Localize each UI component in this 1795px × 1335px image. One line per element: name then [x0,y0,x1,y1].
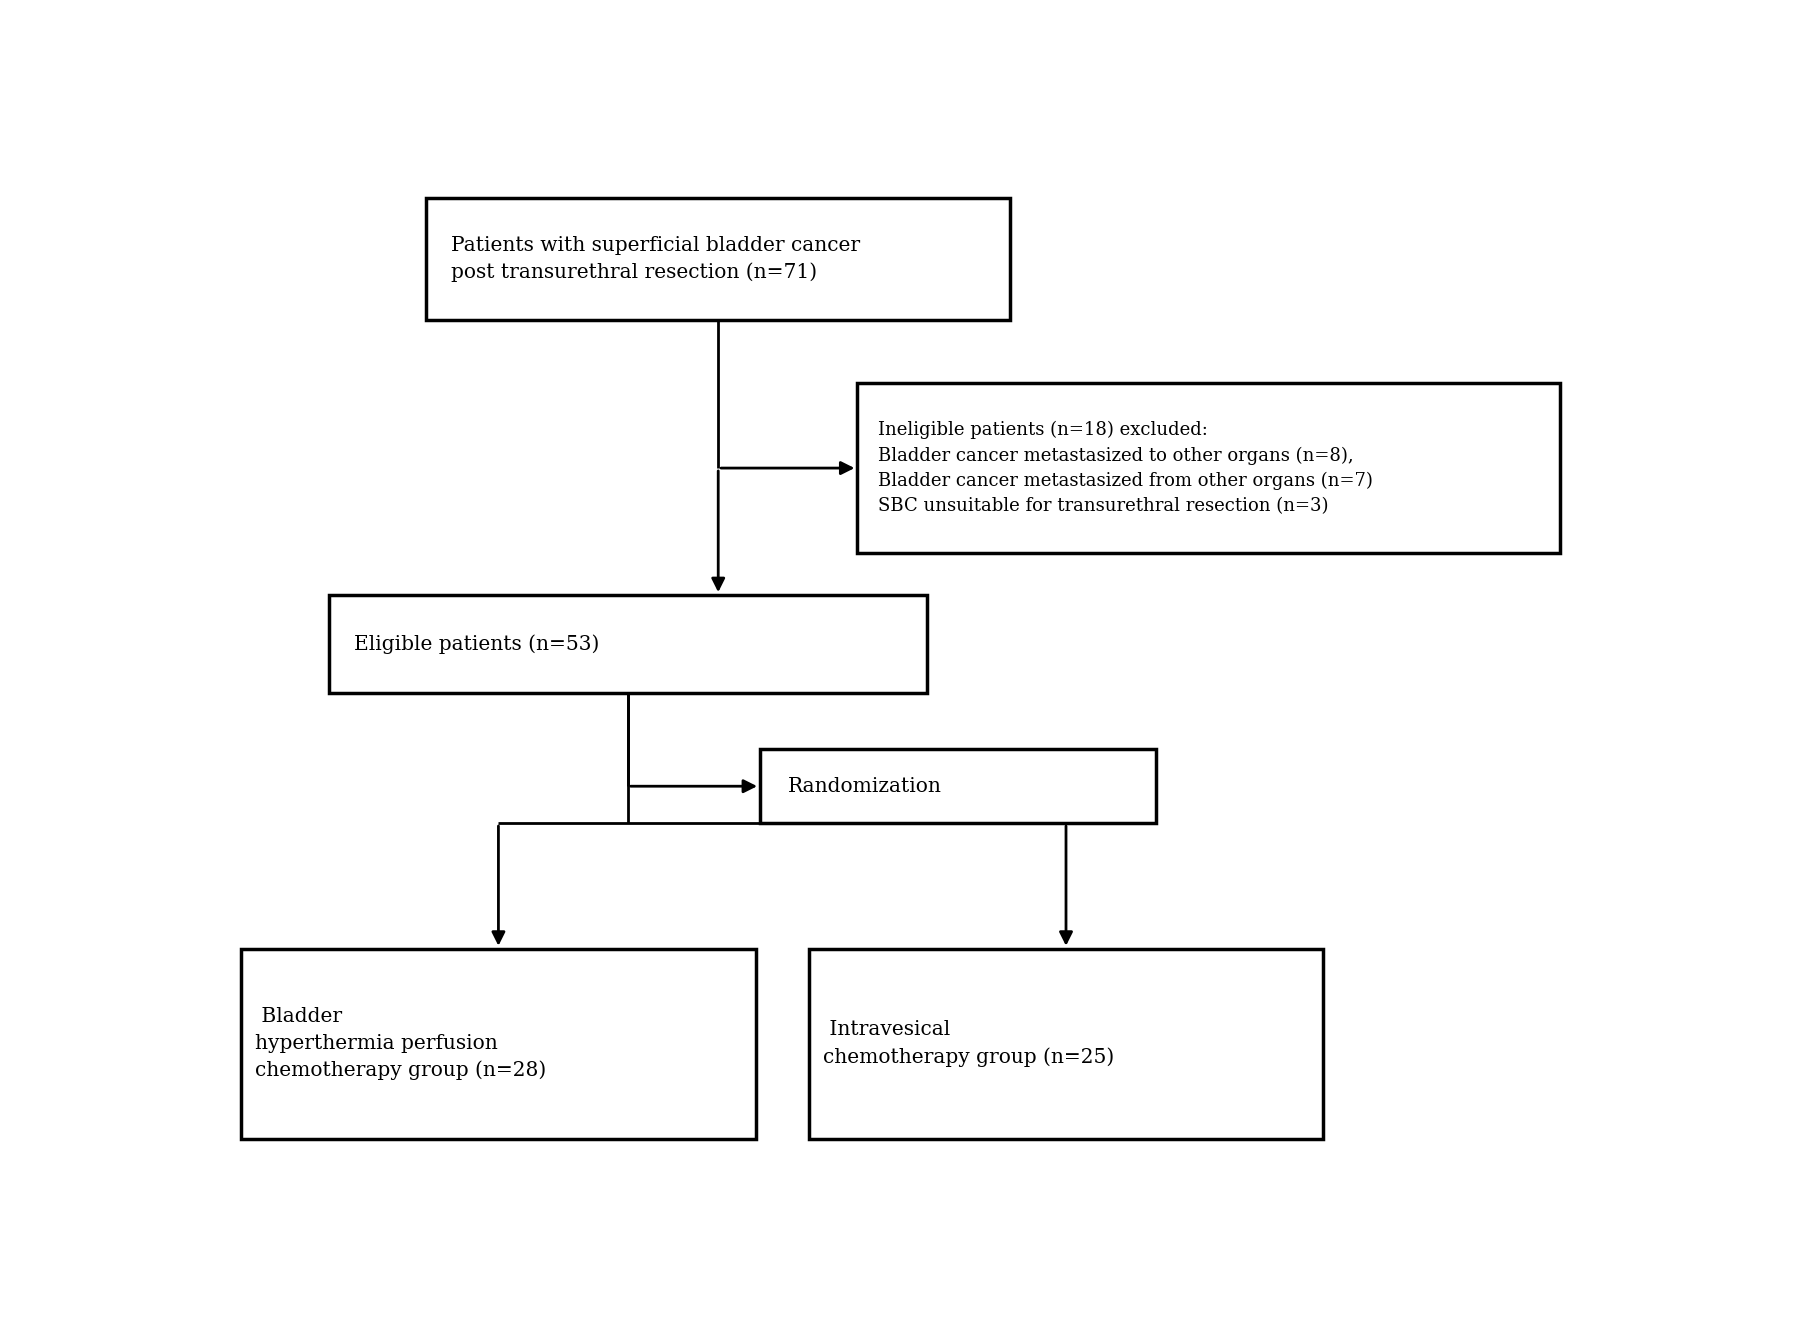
Text: Eligible patients (n=53): Eligible patients (n=53) [354,634,600,654]
Bar [858,383,1560,553]
Text: Ineligible patients (n=18) excluded:
Bladder cancer metastasized to other organs: Ineligible patients (n=18) excluded: Bla… [878,421,1373,515]
Text: Randomization: Randomization [788,777,942,796]
Bar [241,949,756,1139]
Bar [759,749,1156,824]
Bar [425,198,1011,319]
Text: Patients with superficial bladder cancer
post transurethral resection (n=71): Patients with superficial bladder cancer… [451,236,860,282]
Bar [328,595,926,693]
Text: Intravesical
chemotherapy group (n=25): Intravesical chemotherapy group (n=25) [822,1020,1115,1067]
Bar [808,949,1323,1139]
Text: Bladder
hyperthermia perfusion
chemotherapy group (n=28): Bladder hyperthermia perfusion chemother… [255,1007,546,1080]
